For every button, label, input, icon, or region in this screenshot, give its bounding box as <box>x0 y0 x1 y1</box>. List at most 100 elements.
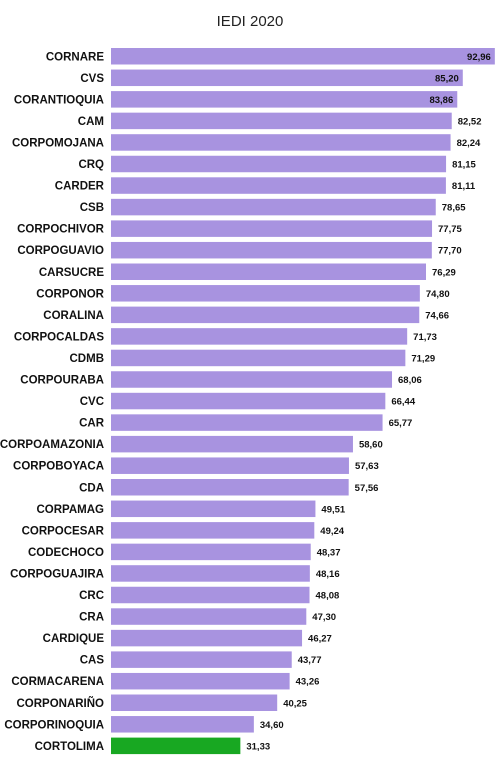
bar-16 <box>111 392 386 410</box>
value-label-23: 48,37 <box>317 547 341 558</box>
bar-2 <box>111 91 458 108</box>
bar-32 <box>111 737 241 755</box>
category-label-26: CRA <box>79 612 104 624</box>
category-label-11: CORPONOR <box>36 288 104 300</box>
value-label-17: 65,77 <box>389 418 413 429</box>
category-label-32: CORTOLIMA <box>35 741 104 753</box>
value-label-18: 58,60 <box>359 440 383 451</box>
value-label-7: 78,65 <box>442 203 466 214</box>
bar-0 <box>111 48 495 65</box>
category-label-30: CORPONARIÑO <box>16 697 104 710</box>
bar-3 <box>111 112 452 130</box>
value-label-0: 92,96 <box>467 52 491 63</box>
value-label-19: 57,63 <box>355 461 379 472</box>
category-label-17: CAR <box>79 418 105 430</box>
bar-30 <box>111 694 278 711</box>
value-label-15: 68,06 <box>398 375 422 386</box>
category-label-20: CDA <box>79 482 104 494</box>
category-label-31: CORPORINOQUIA <box>4 719 104 731</box>
bar-28 <box>111 651 292 668</box>
category-label-6: CARDER <box>55 181 105 193</box>
bar-20 <box>111 479 349 496</box>
category-label-16: CVC <box>80 396 104 408</box>
bar-10 <box>111 263 426 280</box>
bar-26 <box>111 608 307 625</box>
bar-27 <box>111 629 303 647</box>
bar-24 <box>111 565 310 582</box>
bar-29 <box>111 672 290 690</box>
bar-4 <box>111 134 451 151</box>
category-label-5: CRQ <box>78 159 104 171</box>
category-label-4: CORPOMOJANA <box>12 137 104 149</box>
category-label-28: CAS <box>80 655 105 667</box>
value-label-6: 81,11 <box>452 181 476 192</box>
value-label-3: 82,52 <box>458 116 482 127</box>
category-label-27: CARDIQUE <box>43 633 105 645</box>
value-label-21: 49,51 <box>321 504 345 515</box>
category-label-15: CORPOURABA <box>20 375 104 387</box>
category-label-14: CDMB <box>70 353 105 365</box>
value-label-13: 71,73 <box>413 332 437 343</box>
category-label-10: CARSUCRE <box>39 267 105 279</box>
value-label-9: 77,70 <box>438 246 462 257</box>
chart-title: IEDI 2020 <box>217 13 284 30</box>
value-label-16: 66,44 <box>391 397 415 408</box>
bar-14 <box>111 349 406 367</box>
value-label-10: 76,29 <box>432 267 456 278</box>
value-label-4: 82,24 <box>457 138 481 149</box>
bar-1 <box>111 69 463 87</box>
value-label-28: 43,77 <box>298 655 322 666</box>
bar-19 <box>111 457 349 474</box>
value-label-8: 77,75 <box>438 224 462 235</box>
category-label-29: CORMACARENA <box>11 676 104 688</box>
value-label-5: 81,15 <box>452 160 476 171</box>
category-label-23: CODECHOCO <box>28 547 104 559</box>
value-label-32: 31,33 <box>246 741 270 752</box>
value-label-22: 49,24 <box>320 526 344 537</box>
bar-9 <box>111 241 432 259</box>
category-label-9: CORPOGUAVIO <box>17 245 104 257</box>
bar-15 <box>111 371 393 388</box>
value-label-31: 34,60 <box>260 720 284 731</box>
value-label-24: 48,16 <box>316 569 340 580</box>
category-label-12: CORALINA <box>43 310 104 322</box>
bar-17 <box>111 414 383 431</box>
bar-8 <box>111 220 433 237</box>
category-label-24: CORPOGUAJIRA <box>10 568 104 580</box>
category-label-0: CORNARE <box>46 51 104 63</box>
bar-5 <box>111 155 447 173</box>
bar-22 <box>111 522 315 539</box>
category-label-8: CORPOCHIVOR <box>17 224 105 236</box>
bars-group: CORNARE 92,96 CVS 85,20 CORANTIOQUIA 83,86 CAM… <box>0 48 495 755</box>
bar-11 <box>111 285 420 302</box>
category-label-21: CORPAMAG <box>36 504 104 516</box>
bar-21 <box>111 500 316 518</box>
value-label-26: 47,30 <box>312 612 336 623</box>
value-label-11: 74,80 <box>426 289 450 300</box>
value-label-14: 71,29 <box>411 353 435 364</box>
bar-13 <box>111 328 408 345</box>
value-label-20: 57,56 <box>355 483 379 494</box>
category-label-2: CORANTIOQUIA <box>14 94 104 106</box>
bar-23 <box>111 543 311 561</box>
value-label-29: 43,26 <box>296 677 320 688</box>
bar-31 <box>111 716 254 733</box>
value-label-1: 85,20 <box>435 73 459 84</box>
value-label-2: 83,86 <box>429 95 453 106</box>
category-label-25: CRC <box>79 590 104 602</box>
bar-7 <box>111 198 436 216</box>
category-label-1: CVS <box>80 73 104 85</box>
category-label-19: CORPOBOYACA <box>13 461 104 473</box>
bar-25 <box>111 586 310 604</box>
category-label-18: CORPOAMAZONIA <box>0 439 104 451</box>
bar-12 <box>111 306 420 324</box>
bar-18 <box>111 435 353 453</box>
category-label-3: CAM <box>78 116 104 128</box>
category-label-13: CORPOCALDAS <box>14 331 104 343</box>
value-label-30: 40,25 <box>283 698 307 709</box>
value-label-12: 74,66 <box>425 310 449 321</box>
value-label-25: 48,08 <box>316 591 340 602</box>
category-label-22: CORPOCESAR <box>22 525 105 537</box>
value-label-27: 46,27 <box>308 634 332 645</box>
